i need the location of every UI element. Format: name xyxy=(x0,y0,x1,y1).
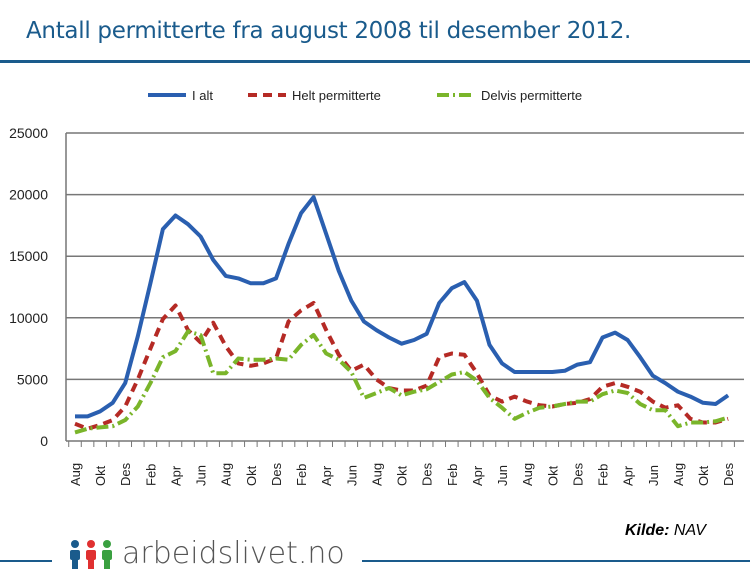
legend-label: Delvis permitterte xyxy=(481,88,582,103)
x-tick-label: Des xyxy=(420,462,435,486)
x-tick-label: Des xyxy=(570,462,585,486)
x-tick-label: Apr xyxy=(319,465,334,486)
line-chart: 0 5000 10000 15000 20000 25000 Aug Okt Des Feb Apr… xyxy=(9,88,744,486)
footer-divider xyxy=(362,560,750,562)
y-tick-label: 20000 xyxy=(9,187,48,203)
x-tick-label: Des xyxy=(118,462,133,486)
x-tick-label: Des xyxy=(721,462,736,486)
legend-label: I alt xyxy=(192,88,213,103)
brand-name: arbeidslivet.no xyxy=(122,536,345,571)
chart-title: Antall permitterte fra august 2008 til d… xyxy=(26,18,632,44)
x-tick-label: Jun xyxy=(194,465,209,486)
x-tick-label: Okt xyxy=(545,465,560,486)
x-tick-label: Jun xyxy=(344,465,359,486)
x-tick-label: Okt xyxy=(696,465,711,486)
legend-label: Helt permitterte xyxy=(292,88,381,103)
source-value: NAV xyxy=(673,522,706,539)
header-divider xyxy=(0,60,750,63)
x-tick-label: Okt xyxy=(93,465,108,486)
series-line-helt-permitterte xyxy=(74,301,729,431)
x-tick-label: Okt xyxy=(395,465,410,486)
x-tick-label: Aug xyxy=(671,463,686,486)
series-line-delvis-permitterte xyxy=(74,329,729,435)
people-icon xyxy=(70,539,112,569)
x-tick-label: Aug xyxy=(520,463,535,486)
brand-logo: arbeidslivet.no xyxy=(68,536,345,571)
y-tick-label: 25000 xyxy=(9,125,48,141)
y-tick-label: 10000 xyxy=(9,310,48,326)
y-tick-label: 0 xyxy=(40,433,48,449)
x-tick-label: Feb xyxy=(445,464,460,486)
x-tick-label: Jun xyxy=(495,465,510,486)
x-tick-label: Jun xyxy=(646,465,661,486)
x-tick-label: Des xyxy=(269,462,284,486)
x-tick-label: Feb xyxy=(596,464,611,486)
x-tick-label: Okt xyxy=(244,465,259,486)
x-tick-label: Feb xyxy=(143,464,158,486)
source-note: Kilde: NAV xyxy=(625,522,706,540)
x-tick-label: Feb xyxy=(294,464,309,486)
x-tick-label: Aug xyxy=(219,463,234,486)
x-tick-label: Apr xyxy=(470,465,485,486)
footer-divider xyxy=(0,560,52,562)
y-tick-label: 15000 xyxy=(9,248,48,264)
x-tick-label: Aug xyxy=(68,463,83,486)
y-tick-label: 5000 xyxy=(17,371,48,387)
x-tick-label: Apr xyxy=(621,465,636,486)
source-label: Kilde: xyxy=(625,522,670,539)
x-tick-label: Aug xyxy=(369,463,384,486)
x-tick-label: Apr xyxy=(168,465,183,486)
